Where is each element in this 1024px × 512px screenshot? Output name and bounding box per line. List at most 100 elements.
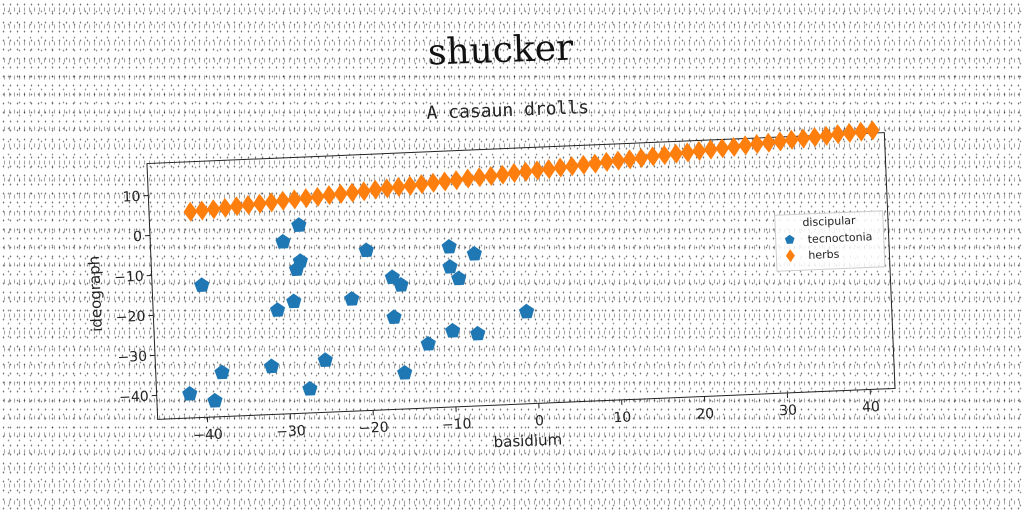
herbs-point	[680, 142, 695, 163]
x-tick-label: −10	[442, 416, 472, 433]
herbs-point	[229, 196, 244, 217]
y-tick-label: −20	[116, 309, 146, 326]
tecnoctonia-point	[275, 233, 291, 249]
herbs-point	[495, 164, 510, 185]
herbs-point	[403, 175, 418, 196]
herbs-point	[830, 124, 845, 145]
herbs-point	[703, 139, 718, 160]
herbs-point	[252, 193, 267, 214]
herbs-point	[484, 165, 499, 186]
herbs-point	[368, 179, 383, 200]
herbs-point	[241, 194, 256, 215]
tecnoctonia-point	[518, 303, 535, 319]
herbs-point	[183, 201, 198, 222]
herbs-point	[611, 150, 626, 171]
herbs-point	[634, 148, 649, 169]
tecnoctonia-point	[207, 392, 223, 408]
tecnoctonia-point	[470, 325, 486, 341]
herbs-point	[195, 200, 210, 221]
herbs-point	[322, 185, 337, 206]
herbs-point	[773, 131, 788, 152]
x-tick-label: −30	[276, 423, 306, 440]
herbs-point	[657, 145, 672, 166]
herbs-point	[842, 122, 857, 143]
y-tick-label: 0	[133, 229, 143, 245]
tecnoctonia-point	[384, 269, 400, 285]
herbs-point	[796, 128, 811, 149]
legend-title: discipular	[802, 214, 856, 229]
tecnoctonia-point	[263, 358, 280, 374]
herbs-point	[819, 125, 834, 146]
herbs-point	[726, 136, 741, 157]
x-tick-label: 0	[535, 413, 545, 429]
legend-label: tecnoctonia	[807, 230, 872, 246]
herbs-point	[599, 151, 614, 172]
y-axis: −40 −30 −20 −10 0 10	[114, 189, 157, 406]
herbs-point	[460, 168, 475, 189]
herbs-point	[380, 178, 395, 199]
herbs-point	[715, 138, 730, 159]
herbs-point	[299, 188, 314, 209]
y-axis-label: ideograph	[85, 255, 106, 332]
tecnoctonia-point	[393, 277, 409, 292]
herbs-point	[426, 172, 441, 193]
tecnoctonia-point	[317, 352, 333, 367]
x-tick-label: 20	[696, 406, 714, 423]
herbs-point	[588, 153, 603, 174]
herbs-point	[310, 186, 325, 207]
herbs-point	[622, 149, 637, 170]
tecnoctonia-point	[214, 364, 230, 380]
herbs-point	[218, 197, 233, 218]
chart-subtitle: A casaun drolls	[426, 97, 589, 124]
herbs-point	[738, 135, 753, 156]
tecnoctonia-point	[386, 309, 402, 325]
legend-marker-herbs	[785, 249, 795, 263]
herbs-point	[692, 140, 707, 161]
legend-box	[774, 210, 886, 272]
tecnoctonia-point	[451, 270, 467, 286]
tecnoctonia-point	[344, 291, 360, 306]
legend-marker-tecnoctonia	[784, 234, 795, 244]
herbs-point	[472, 167, 487, 188]
x-tick-label: −20	[359, 420, 389, 437]
herbs-point	[264, 192, 279, 213]
y-tick-label: −40	[119, 389, 149, 406]
x-axis-label: basidium	[493, 430, 562, 451]
herbs-point	[669, 143, 684, 164]
legend-label: herbs	[808, 248, 840, 262]
herbs-point	[275, 190, 290, 211]
herbs-point	[865, 120, 880, 141]
y-tick-label: −30	[117, 349, 147, 366]
herbs-point	[333, 183, 348, 204]
herbs-point	[576, 154, 591, 175]
tecnoctonia-point	[194, 277, 210, 293]
tecnoctonia-point	[441, 238, 457, 254]
herbs-point	[507, 163, 522, 183]
herbs-point	[414, 174, 429, 195]
herbs-point	[391, 177, 406, 198]
x-tick-label: −40	[193, 427, 223, 444]
herbs-point	[518, 161, 533, 182]
herbs-point	[345, 182, 360, 203]
herbs-point	[854, 121, 869, 142]
herbs-point	[565, 156, 579, 177]
herbs-point	[437, 171, 452, 192]
x-axis: −40 −30 −20 −10 0 10 20 30 40	[193, 389, 880, 444]
herbs-point	[761, 132, 776, 153]
tecnoctonia-point	[269, 302, 286, 317]
tecnoctonia-point	[182, 385, 198, 401]
x-tick-label: 40	[862, 399, 880, 416]
herbs-point	[356, 181, 371, 202]
tecnoctonia-point	[445, 322, 461, 338]
plot-area: −40 −30 −20 −10 0 10 −40 −30 −20 −10 0 10 20 30 40 ba…	[85, 120, 896, 451]
legend: discipular tecnoctonia herbs	[774, 210, 886, 272]
tecnoctonia-point	[466, 245, 482, 261]
y-tick-label: −10	[114, 269, 144, 286]
tecnoctonia-point	[291, 217, 307, 232]
herbs-point	[553, 157, 568, 178]
herbs-point	[449, 170, 464, 191]
tecnoctonia-point	[420, 335, 436, 351]
x-tick-label: 30	[779, 403, 797, 420]
herbs-point	[530, 160, 545, 181]
